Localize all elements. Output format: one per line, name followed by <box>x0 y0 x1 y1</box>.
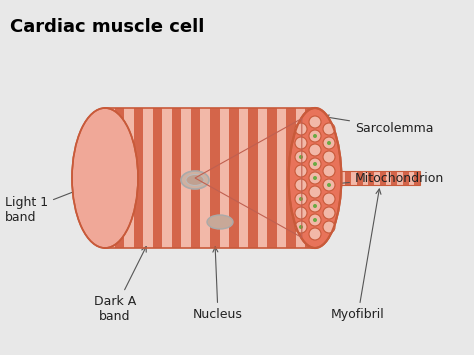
Circle shape <box>295 207 307 219</box>
Circle shape <box>295 151 307 163</box>
Bar <box>368 171 374 185</box>
Circle shape <box>313 204 317 208</box>
Bar <box>357 171 363 185</box>
Bar <box>351 171 357 185</box>
Bar <box>392 171 397 185</box>
Ellipse shape <box>181 171 209 189</box>
Bar <box>229 108 238 248</box>
Bar <box>334 171 340 185</box>
Circle shape <box>323 151 335 163</box>
Text: Myofibril: Myofibril <box>331 189 385 321</box>
Circle shape <box>295 137 307 149</box>
Bar <box>305 108 315 248</box>
Circle shape <box>323 137 335 149</box>
Bar <box>153 108 162 248</box>
Bar <box>258 108 267 248</box>
Bar <box>105 108 115 248</box>
Bar <box>267 108 277 248</box>
Ellipse shape <box>186 175 204 186</box>
Bar <box>328 171 420 185</box>
Text: Sarcolemma: Sarcolemma <box>324 115 434 135</box>
Circle shape <box>295 179 307 191</box>
Bar <box>182 108 191 248</box>
Circle shape <box>323 165 335 177</box>
Circle shape <box>323 123 335 135</box>
Circle shape <box>295 123 307 135</box>
Circle shape <box>323 179 335 191</box>
Text: Dark A
band: Dark A band <box>94 247 146 323</box>
Circle shape <box>309 200 321 212</box>
Circle shape <box>295 165 307 177</box>
Bar <box>134 108 143 248</box>
Circle shape <box>309 130 321 142</box>
Bar <box>162 108 172 248</box>
Bar <box>374 171 380 185</box>
Circle shape <box>309 144 321 156</box>
Circle shape <box>323 193 335 205</box>
Text: Light 1
band: Light 1 band <box>5 169 131 224</box>
Circle shape <box>323 221 335 233</box>
Circle shape <box>309 214 321 226</box>
Bar <box>124 108 134 248</box>
Circle shape <box>299 225 303 229</box>
Circle shape <box>313 176 317 180</box>
Circle shape <box>295 193 307 205</box>
Circle shape <box>309 116 321 128</box>
Bar <box>286 108 296 248</box>
Bar <box>172 108 182 248</box>
Bar <box>397 171 403 185</box>
Bar <box>328 171 334 185</box>
Circle shape <box>323 207 335 219</box>
Circle shape <box>299 197 303 201</box>
Circle shape <box>309 186 321 198</box>
Circle shape <box>313 134 317 138</box>
Text: Cardiac muscle cell: Cardiac muscle cell <box>10 18 204 36</box>
Ellipse shape <box>72 108 138 248</box>
Text: Mitochondrion: Mitochondrion <box>314 171 444 188</box>
Bar <box>385 171 392 185</box>
Bar <box>340 171 346 185</box>
Ellipse shape <box>207 215 233 229</box>
Bar <box>380 171 385 185</box>
Circle shape <box>295 221 307 233</box>
Bar <box>346 171 351 185</box>
Bar <box>296 108 305 248</box>
Ellipse shape <box>289 108 341 248</box>
FancyBboxPatch shape <box>105 108 315 248</box>
Circle shape <box>299 155 303 159</box>
Circle shape <box>309 158 321 170</box>
Text: Nucleus: Nucleus <box>193 247 243 321</box>
Bar <box>143 108 153 248</box>
Bar <box>238 108 248 248</box>
Circle shape <box>327 141 331 145</box>
Bar <box>115 108 124 248</box>
Bar <box>210 108 219 248</box>
Bar <box>248 108 258 248</box>
Circle shape <box>309 228 321 240</box>
Bar <box>191 108 201 248</box>
Bar <box>409 171 414 185</box>
Bar <box>201 108 210 248</box>
Bar <box>414 171 420 185</box>
Circle shape <box>309 172 321 184</box>
Bar <box>219 108 229 248</box>
Bar <box>363 171 368 185</box>
Circle shape <box>313 218 317 222</box>
Bar <box>403 171 409 185</box>
Bar <box>277 108 286 248</box>
Circle shape <box>313 162 317 166</box>
Circle shape <box>327 183 331 187</box>
